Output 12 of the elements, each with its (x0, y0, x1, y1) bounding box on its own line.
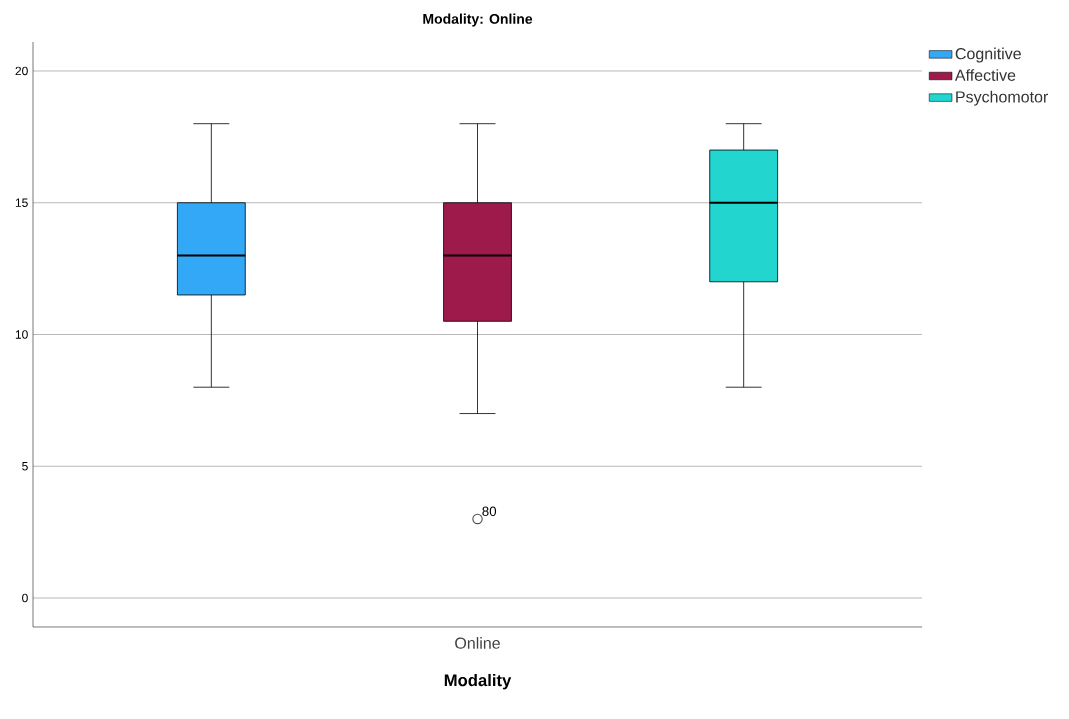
chart-title: Modality: Online (423, 13, 533, 27)
y-tick-label: 20 (15, 66, 28, 76)
y-tick-label: 15 (15, 198, 28, 207)
y-tick-label: 0 (22, 593, 28, 603)
y-tick-label: 5 (22, 462, 28, 471)
annotation: 80 (482, 506, 497, 517)
legend-label: Psychomotor (956, 90, 1049, 106)
x-axis-title: Modality (444, 673, 512, 690)
legend-label: Affective (954, 69, 1016, 81)
y-tick-label: 10 (15, 330, 28, 339)
x-tick-label: Online (455, 637, 500, 649)
legend-label: Cognitive (955, 47, 1021, 63)
